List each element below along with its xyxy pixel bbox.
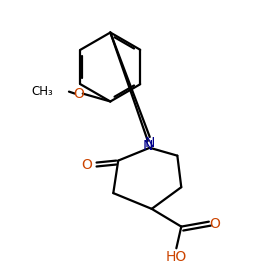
Text: O: O xyxy=(209,217,220,231)
Text: N: N xyxy=(143,139,153,153)
Text: N: N xyxy=(144,136,155,150)
Text: CH₃: CH₃ xyxy=(31,85,53,98)
Text: O: O xyxy=(81,157,92,171)
Text: O: O xyxy=(73,87,84,101)
Text: HO: HO xyxy=(166,250,187,264)
